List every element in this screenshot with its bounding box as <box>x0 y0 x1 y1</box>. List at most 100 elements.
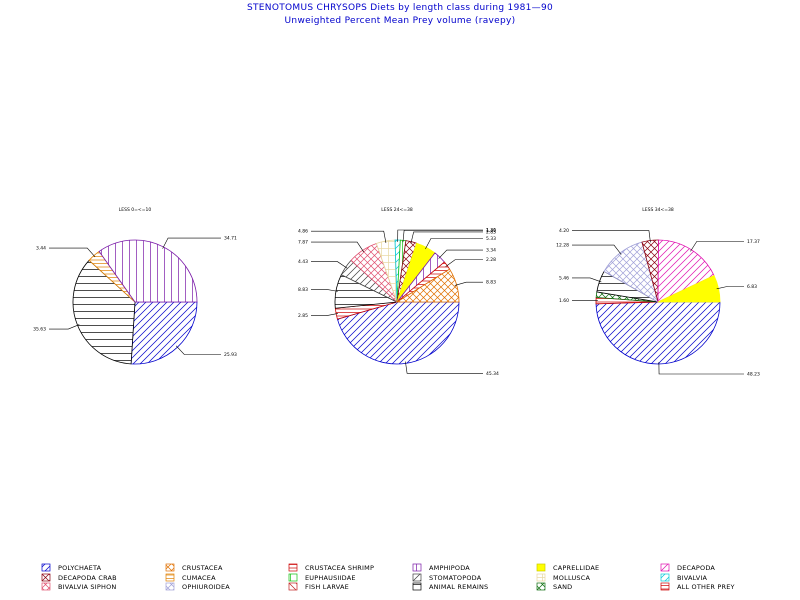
legend-label: FISH LARVAE <box>305 583 349 591</box>
legend-label: ANIMAL REMAINS <box>429 583 488 591</box>
legend-swatch <box>165 582 175 591</box>
legend-swatch <box>536 563 546 572</box>
slice-label: 35.63 <box>33 327 46 333</box>
leader-line <box>402 230 483 243</box>
slice-label: 1.36 <box>486 228 496 234</box>
legend-label: BIVALVIA <box>677 574 708 582</box>
legend-swatch <box>660 563 670 572</box>
slice-label: 17.37 <box>747 239 760 245</box>
legend-label: POLYCHAETA <box>58 564 102 572</box>
legend-swatch <box>288 573 298 582</box>
pie-chart-1: LESS 0=<=10 25.93 35.63 3.44 34.71 <box>33 207 237 365</box>
leader-line <box>572 277 602 283</box>
slice-label: 4.86 <box>298 229 308 235</box>
slice-label: 48.23 <box>747 371 760 377</box>
pie-chart-2: LESS 24<=38 45.34 2.85 8.83 4.43 7.87 4.86 1.36… <box>298 207 499 377</box>
legend-label: DECAPODA <box>677 564 715 572</box>
slice-label: 7.87 <box>298 240 308 246</box>
slice-label: 3.44 <box>36 246 46 252</box>
legend-item-amphipoda: AMPHIPODA <box>412 563 470 572</box>
chart-subtitle: Unweighted Percent Mean Prey volume (rav… <box>284 16 516 26</box>
leader-line <box>311 230 387 243</box>
legend-item-decapoda-crab: DECAPODA CRAB <box>41 573 117 582</box>
legend-swatch <box>660 582 670 591</box>
legend-item-stomatopoda: STOMATOPODA <box>412 573 482 582</box>
legend-item-bivalvia-siphon: BIVALVIA SIPHON <box>41 582 116 591</box>
legend-swatch <box>165 573 175 582</box>
leader-line <box>311 241 364 253</box>
legend-swatch <box>412 563 422 572</box>
leader-line <box>49 324 80 330</box>
leader-line <box>311 261 348 269</box>
legend-item-mollusca: MOLLUSCA <box>536 573 590 582</box>
legend-item-animal-remains: ANIMAL REMAINS <box>412 582 488 591</box>
slice-label: 5.33 <box>486 236 496 242</box>
legend-item-decapoda: DECAPODA <box>660 563 715 572</box>
legend-swatch <box>41 582 51 591</box>
legend-item-euphausiidae: EUPHAUSIIDAE <box>288 573 356 582</box>
pie-title: LESS 24<=38 <box>381 207 413 213</box>
slice-label: 2.83 <box>486 229 496 235</box>
pie-title: LESS 0=<=10 <box>119 207 152 213</box>
legend-label: DECAPODA CRAB <box>58 574 117 582</box>
slice-label: 3.34 <box>486 248 496 254</box>
legend-label: SAND <box>553 583 572 591</box>
leader-line <box>572 244 622 255</box>
legend-item-crustacea: CRUSTACEA <box>165 563 223 572</box>
leader-line <box>311 313 339 316</box>
leader-line <box>49 247 96 258</box>
leader-line <box>175 345 221 355</box>
legend-swatch <box>536 582 546 591</box>
leader-line <box>425 238 483 250</box>
slice-label: 8.83 <box>486 280 496 286</box>
slice-label: 4.43 <box>298 259 308 265</box>
legend: POLYCHAETA CRUSTACEA CRUSTACEA SHRIMP AMPHI… <box>41 563 735 591</box>
leader-line <box>162 237 221 249</box>
legend-label: CAPRELLIDAE <box>553 564 599 572</box>
legend-swatch <box>660 573 670 582</box>
legend-label: CUMACEA <box>182 574 216 582</box>
slice-label: 34.71 <box>224 236 237 242</box>
leader-line <box>311 288 338 292</box>
legend-item-all-other-prey: ALL OTHER PREY <box>660 582 735 591</box>
leader-line <box>658 362 744 375</box>
leader-line <box>572 230 651 243</box>
legend-label: CRUSTACEA <box>182 564 223 572</box>
leader-line <box>716 285 744 290</box>
slice-label: 25.93 <box>224 352 237 358</box>
legend-swatch <box>288 563 298 572</box>
legend-label: OPHIUROIDEA <box>182 583 230 591</box>
slice-label: 1.43 <box>486 228 496 234</box>
leader-line <box>405 361 483 374</box>
legend-item-caprellidae: CAPRELLIDAE <box>536 563 599 572</box>
legend-label: CRUSTACEA SHRIMP <box>305 564 374 572</box>
slice-label: 1.60 <box>559 298 569 304</box>
legend-swatch <box>288 582 298 591</box>
legend-swatch <box>536 573 546 582</box>
legend-swatch <box>412 573 422 582</box>
legend-item-cumacea: CUMACEA <box>165 573 216 582</box>
leader-line <box>445 259 483 267</box>
legend-item-sand: SAND <box>536 582 572 591</box>
legend-label: MOLLUSCA <box>553 574 590 582</box>
legend-swatch <box>412 582 422 591</box>
pie-slice-polychaeta <box>595 301 721 365</box>
leader-line <box>438 249 483 259</box>
slice-label: 6.83 <box>747 284 757 290</box>
slice-label: 8.83 <box>298 287 308 293</box>
legend-label: EUPHAUSIIDAE <box>305 574 356 582</box>
legend-item-crustacea-shrimp: CRUSTACEA SHRIMP <box>288 563 374 572</box>
leader-line <box>397 229 483 242</box>
slice-label: 2.85 <box>298 313 308 319</box>
slice-label: 5.46 <box>559 275 569 281</box>
slice-label: 2.28 <box>486 257 496 263</box>
legend-item-bivalvia: BIVALVIA <box>660 573 708 582</box>
legend-label: AMPHIPODA <box>429 564 470 572</box>
pie-title: LESS 34<=38 <box>642 207 674 213</box>
chart-title: STENOTOMUS CHRYSOPS Diets by length clas… <box>247 3 553 13</box>
legend-label: ALL OTHER PREY <box>677 583 735 591</box>
legend-swatch <box>41 563 51 572</box>
legend-item-ophiuroidea: OPHIUROIDEA <box>165 582 230 591</box>
slice-label: 45.34 <box>486 371 499 377</box>
